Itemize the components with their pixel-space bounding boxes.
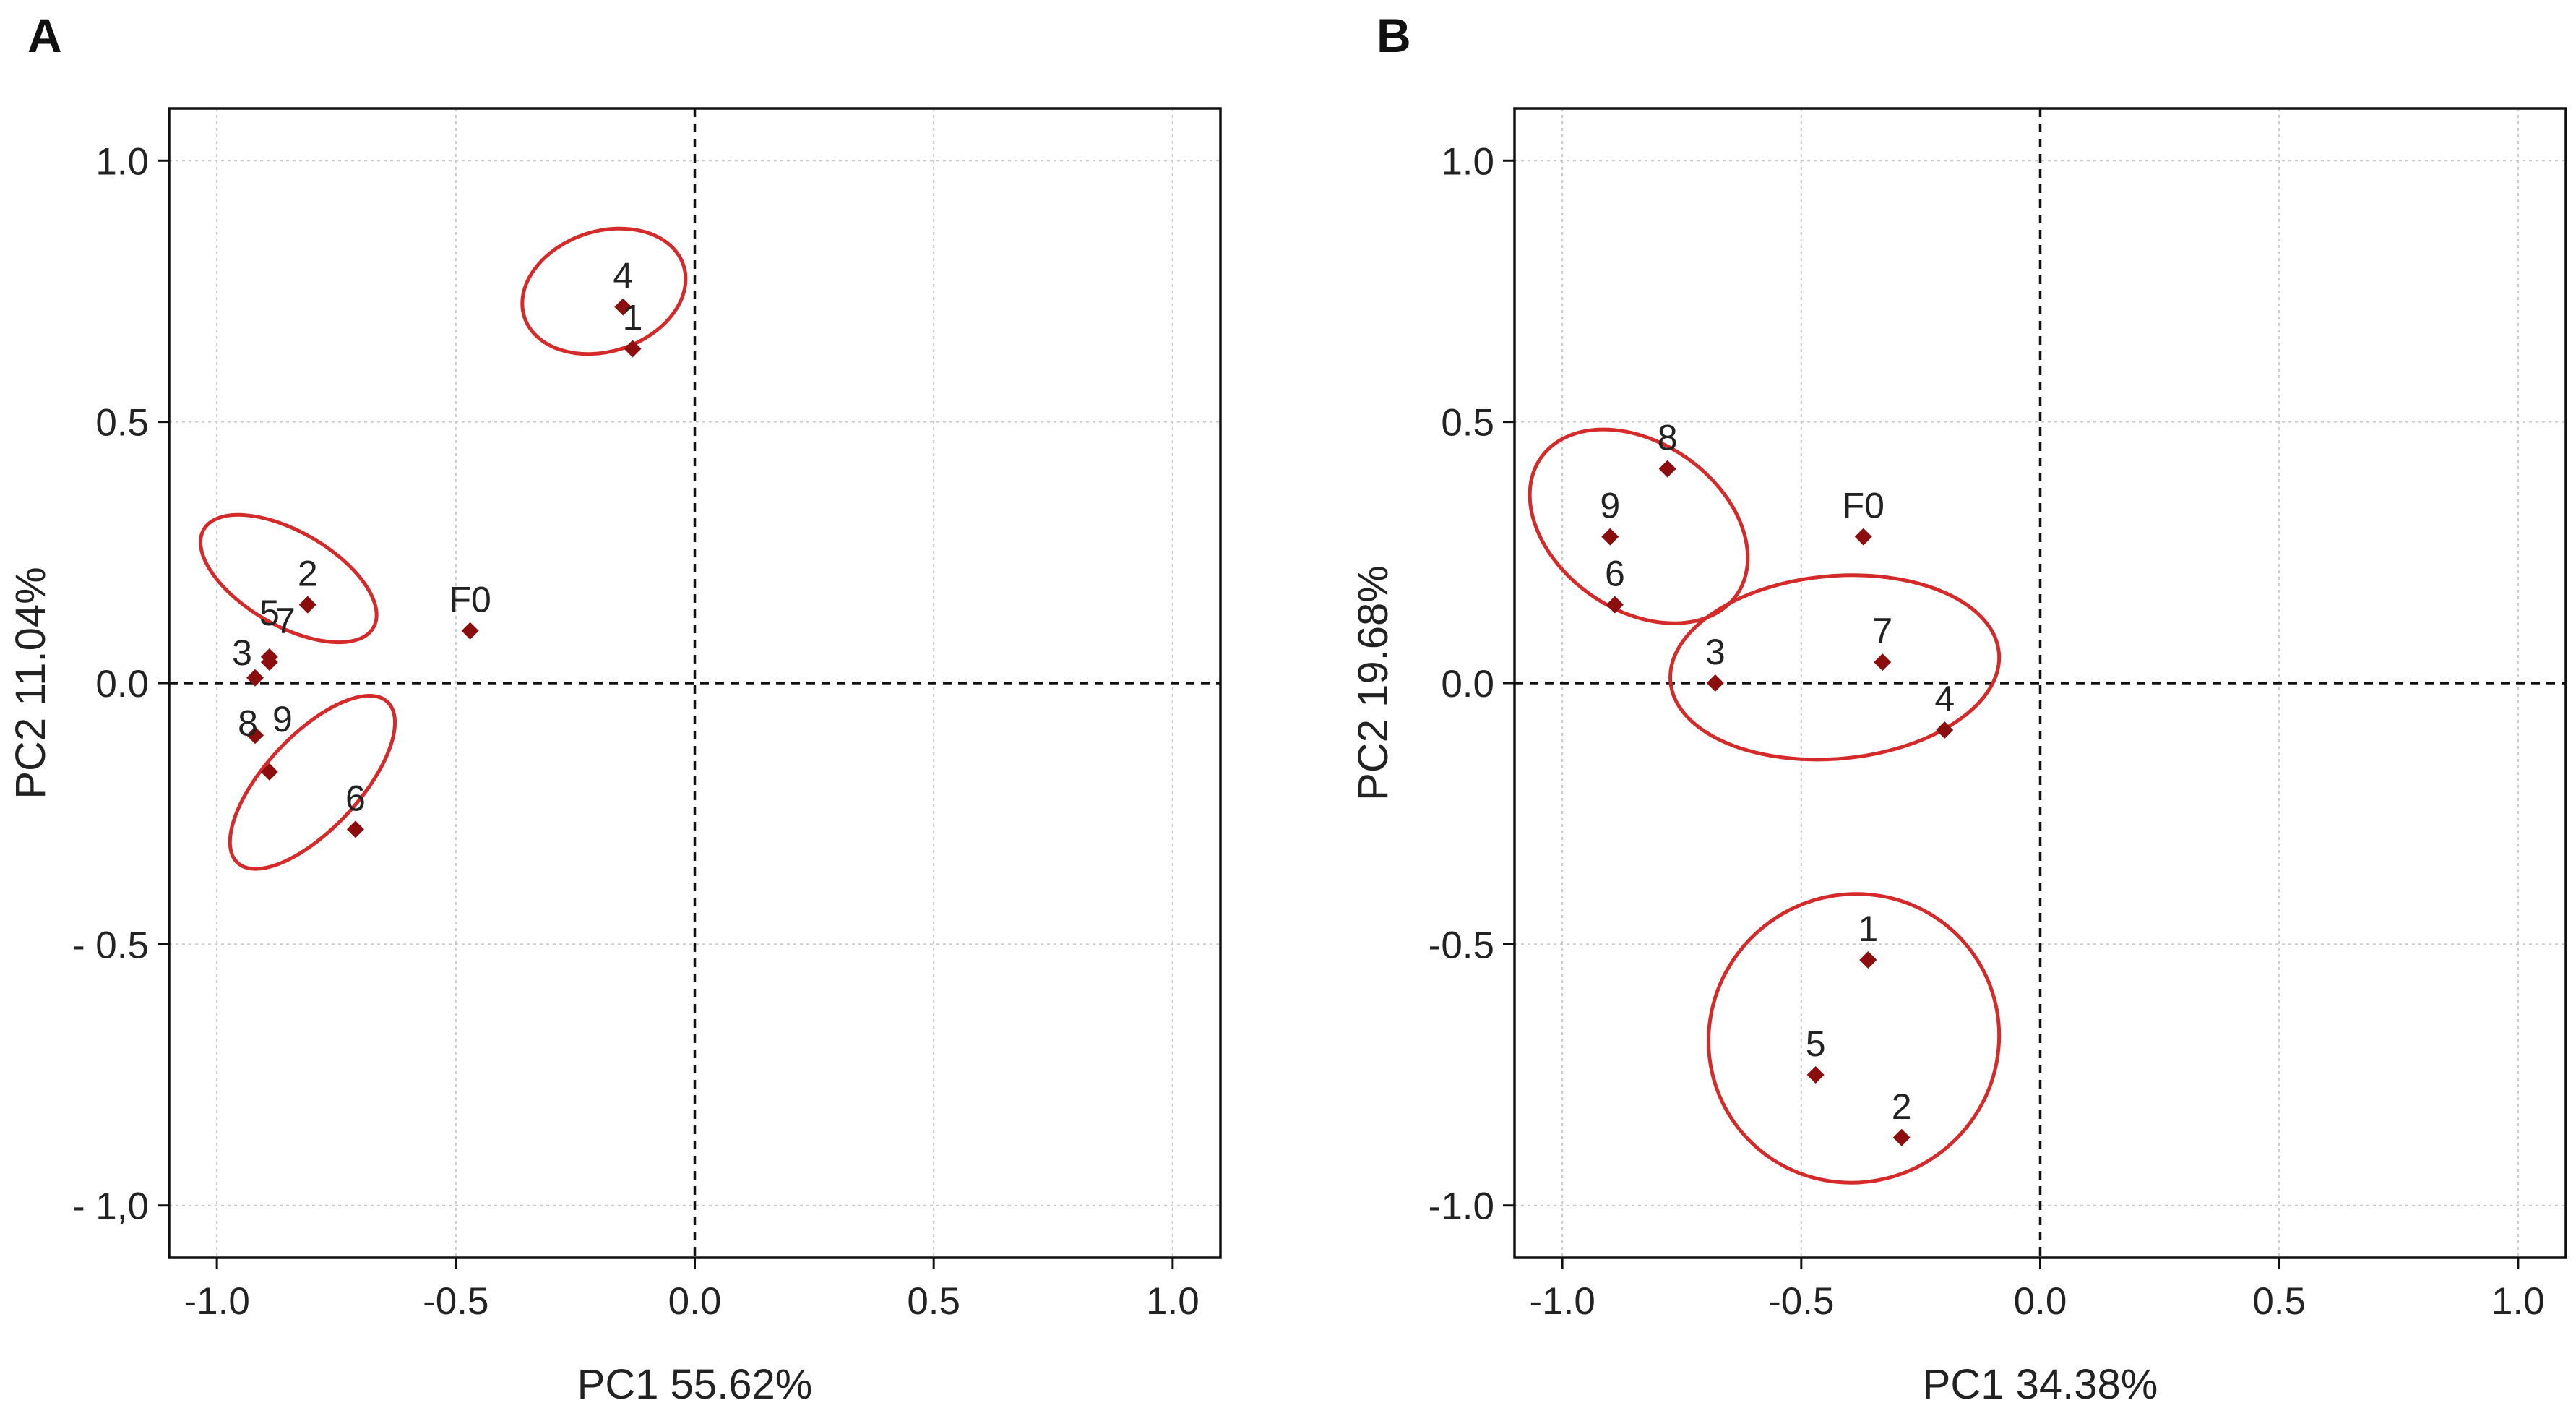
point-label-8: 8 [1658, 418, 1678, 458]
y-axis-title: PC2 19.68% [1350, 565, 1397, 801]
point-label-1: 1 [623, 297, 643, 338]
point-marker-7 [1874, 653, 1892, 671]
x-tick-label: 0.0 [2014, 1280, 2067, 1323]
y-tick-label: -1.0 [1429, 1185, 1494, 1228]
point-label-6: 6 [345, 778, 366, 818]
y-tick-label: - 0.5 [72, 924, 149, 966]
point-label-6: 6 [1605, 554, 1625, 594]
point-marker-4 [1936, 721, 1954, 739]
x-tick-label: 0.5 [2252, 1280, 2306, 1323]
point-marker-8 [246, 726, 264, 745]
x-tick-label: 0.0 [668, 1280, 722, 1323]
group-ellipse-1 [520, 226, 688, 356]
panel-letter: B [1377, 9, 1411, 62]
x-tick-label: -0.5 [423, 1280, 488, 1323]
point-marker-9 [260, 763, 278, 781]
group-ellipse-1 [1528, 427, 1750, 625]
point-label-3: 3 [232, 632, 252, 673]
x-axis-title: PC1 55.62% [577, 1361, 813, 1408]
group-ellipse-3 [1706, 892, 2002, 1185]
y-tick-label: 1.0 [95, 140, 149, 183]
panel-a: A -1.0 -0.5 0.0 0.5 1.0 1.0 0.5 0.0 - 0.5 - 1,0 PC1… [7, 9, 1222, 1408]
point-label-4: 4 [613, 256, 633, 296]
y-tick-label: - 1,0 [72, 1185, 149, 1228]
point-marker-7 [260, 653, 278, 671]
y-tick-label: -0.5 [1429, 924, 1494, 966]
x-tick-label: 1.0 [1146, 1280, 1199, 1323]
y-tick-label: 0.5 [1441, 402, 1494, 445]
point-label-4: 4 [1934, 679, 1955, 719]
point-label-9: 9 [272, 699, 293, 739]
point-marker-3 [1706, 674, 1724, 692]
x-tick-label: -0.5 [1768, 1280, 1834, 1323]
point-label-7: 7 [1872, 611, 1892, 651]
point-marker-3 [246, 669, 264, 687]
point-label-2: 2 [298, 554, 318, 594]
point-label-F0: F0 [1843, 486, 1884, 526]
x-axis-title: PC1 34.38% [1923, 1361, 2158, 1408]
point-marker-5 [1806, 1066, 1825, 1084]
point-label-5: 5 [259, 593, 280, 633]
point-label-2: 2 [1892, 1086, 1912, 1127]
point-marker-F0 [1854, 528, 1872, 546]
point-marker-2 [298, 596, 316, 614]
point-label-5: 5 [1806, 1024, 1826, 1064]
group-ellipse-2 [1668, 573, 2002, 762]
x-tick-label: 0.5 [907, 1280, 960, 1323]
point-marker-1 [1859, 951, 1877, 969]
point-marker-1 [624, 340, 642, 358]
y-tick-label: 0.5 [95, 402, 149, 445]
y-tick-label: 1.0 [1441, 140, 1494, 183]
x-tick-label: 1.0 [2491, 1280, 2545, 1323]
x-tick-label: -1.0 [1529, 1280, 1595, 1323]
point-label-3: 3 [1705, 632, 1726, 672]
x-tick-label: -1.0 [184, 1280, 249, 1323]
point-marker-6 [346, 820, 364, 838]
y-tick-label: 0.0 [95, 663, 149, 705]
point-label-F0: F0 [449, 580, 491, 620]
point-label-7: 7 [275, 601, 296, 641]
y-tick-label: 0.0 [1441, 663, 1494, 705]
point-marker-8 [1658, 460, 1676, 478]
point-marker-2 [1892, 1128, 1911, 1146]
point-label-1: 1 [1858, 909, 1879, 949]
point-marker-4 [614, 298, 632, 316]
point-label-9: 9 [1600, 486, 1620, 526]
point-marker-6 [1606, 596, 1624, 614]
y-axis-title: PC2 11.04% [7, 567, 54, 799]
group-ellipse-3 [228, 694, 397, 871]
point-marker-F0 [461, 622, 479, 640]
panel-b: B -1.0 -0.5 0.0 0.5 1.0 1.0 0.5 0.0 -0.5 -1.0 PC1 3… [1350, 9, 2567, 1408]
point-label-8: 8 [238, 703, 258, 743]
group-ellipse-2 [199, 512, 379, 645]
point-marker-9 [1601, 528, 1619, 546]
panel-letter: A [27, 9, 62, 62]
